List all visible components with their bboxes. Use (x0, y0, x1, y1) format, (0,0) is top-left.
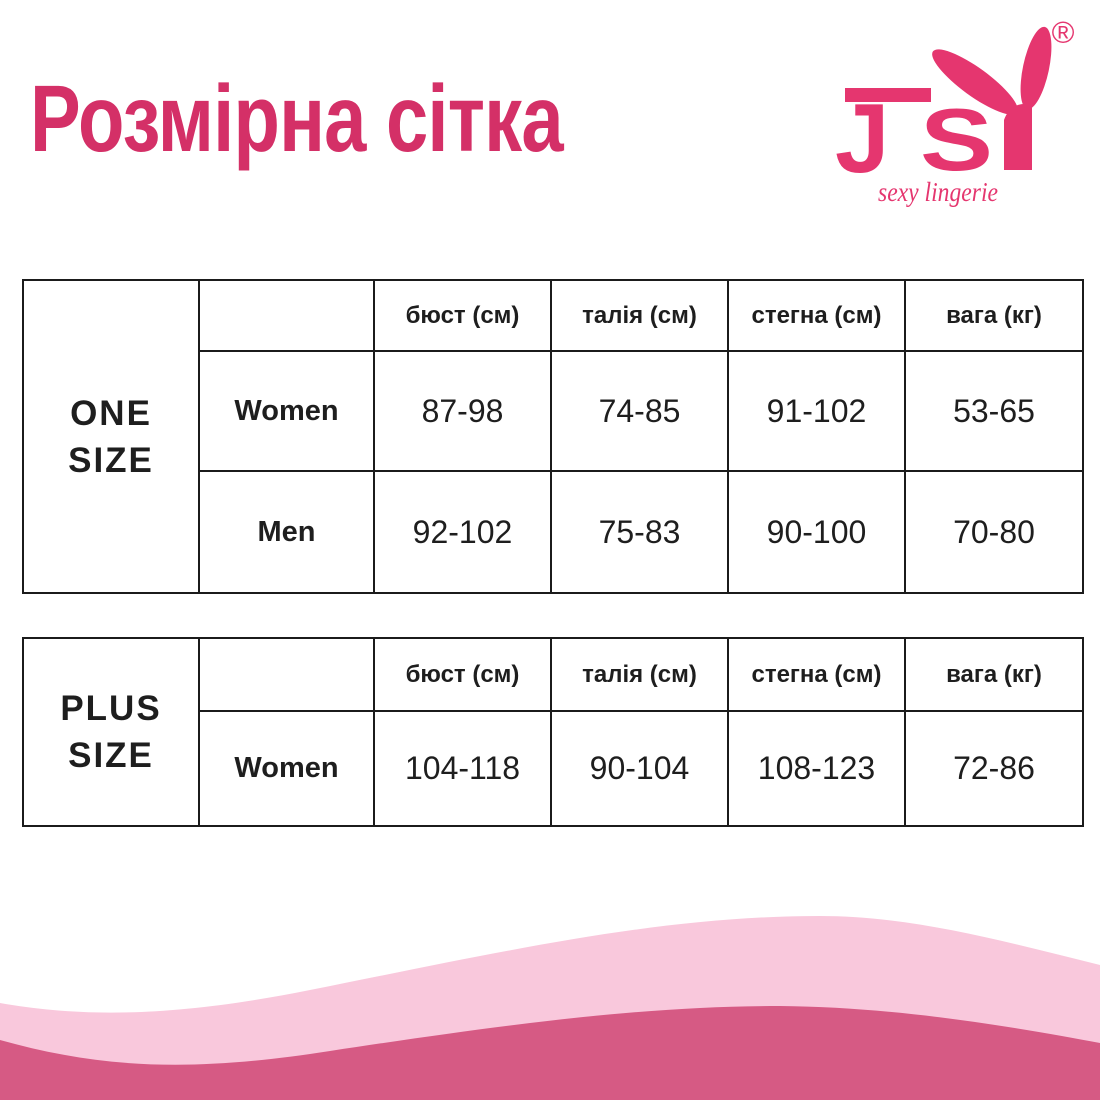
registered-trademark-icon: ® (1052, 15, 1075, 50)
row-name-women: Women (198, 710, 375, 827)
logo-j-bar (845, 88, 931, 102)
size-label-line: SIZE (68, 440, 154, 480)
column-header-bust: бюст (см) (373, 279, 552, 352)
empty-header-cell (198, 279, 375, 352)
table-row: Women 104-118 90-104 108-123 72-86 (23, 710, 1084, 827)
row-name-men: Men (198, 470, 375, 594)
cell-value: 108-123 (727, 710, 906, 827)
logo-y-stem (1004, 103, 1032, 170)
logo-leaf-left-icon (932, 49, 1018, 115)
size-label-line: ONE (70, 393, 152, 433)
table-row: PLUS SIZE бюст (см) талія (см) стегна (с… (22, 637, 1084, 827)
cell-value: 72-86 (904, 710, 1084, 827)
jsy-logo: J S ® sexy lingerie (835, 15, 1075, 207)
column-header-hips: стегна (см) (727, 637, 906, 712)
table-row: Men 92-102 75-83 90-100 70-80 (23, 470, 1084, 594)
bottom-waves-decoration (0, 916, 1100, 1100)
logo-letter-j: J (835, 83, 890, 193)
table-row: Women 87-98 74-85 91-102 53-65 (23, 350, 1084, 472)
column-header-weight: вага (кг) (904, 637, 1084, 712)
cell-value: 91-102 (727, 350, 906, 472)
cell-value: 87-98 (373, 350, 552, 472)
empty-header-cell (198, 637, 375, 712)
cell-value: 90-104 (550, 710, 729, 827)
row-name-women: Women (198, 350, 375, 472)
column-header-waist: талія (см) (550, 279, 729, 352)
column-header-waist: талія (см) (550, 637, 729, 712)
page-title: Розмірна сітка (30, 66, 564, 172)
plus-size-label: PLUS SIZE (22, 637, 200, 827)
logo-letter-s: S (920, 90, 993, 189)
one-size-label: ONE SIZE (22, 279, 200, 594)
cell-value: 90-100 (727, 470, 906, 594)
column-header-hips: стегна (см) (727, 279, 906, 352)
logo-leaf-right-icon (1020, 26, 1052, 110)
wave-dark-pink (0, 1006, 1100, 1100)
cell-value: 104-118 (373, 710, 552, 827)
one-size-table: ONE SIZE бюст (см) талія (см) стегна (см… (22, 279, 1084, 594)
cell-value: 70-80 (904, 470, 1084, 594)
size-label-line: PLUS (60, 689, 162, 728)
size-label-line: SIZE (68, 736, 154, 775)
column-header-bust: бюст (см) (373, 637, 552, 712)
plus-size-table: PLUS SIZE бюст (см) талія (см) стегна (с… (22, 637, 1084, 827)
logo-tagline: sexy lingerie (878, 177, 998, 207)
table-row: ONE SIZE бюст (см) талія (см) стегна (см… (22, 279, 1084, 594)
cell-value: 75-83 (550, 470, 729, 594)
cell-value: 92-102 (373, 470, 552, 594)
cell-value: 53-65 (904, 350, 1084, 472)
column-header-weight: вага (кг) (904, 279, 1084, 352)
cell-value: 74-85 (550, 350, 729, 472)
